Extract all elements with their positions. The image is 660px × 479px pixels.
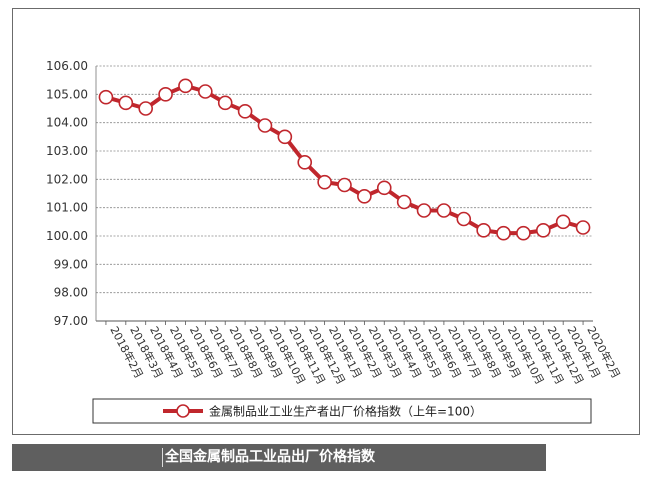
- data-point: [496, 225, 511, 241]
- data-point: [158, 87, 173, 102]
- y-tick-label: 105.00: [46, 87, 88, 101]
- data-point: [357, 189, 372, 204]
- series-line: [103, 83, 586, 236]
- data-point: [337, 177, 352, 193]
- data-point: [98, 89, 114, 105]
- y-tick-label: 101.00: [46, 201, 88, 215]
- chart-frame: 97.00 98.00 99.00 100.00 101.00 102.00 103.00 1…: [12, 8, 640, 435]
- data-point: [436, 203, 452, 218]
- y-tick-label: 102.00: [46, 172, 88, 186]
- y-tick-label: 98.00: [54, 286, 88, 300]
- data-point: [198, 84, 213, 99]
- legend-marker-sample: [176, 404, 190, 418]
- data-point: [217, 95, 233, 111]
- data-point: [138, 101, 153, 116]
- data-point: [555, 214, 571, 230]
- data-point: [396, 194, 412, 210]
- data-point: [416, 203, 432, 218]
- legend-entry: 金属制品业工业生产者出厂价格指数（上年=100）: [209, 404, 482, 419]
- caption-bar: 全国金属制品工业品出厂价格指数: [12, 444, 546, 471]
- y-tick-label: 106.00: [46, 59, 88, 73]
- data-point: [178, 78, 193, 94]
- y-tick-label: 103.00: [46, 144, 88, 158]
- data-point: [237, 104, 253, 119]
- data-point: [277, 129, 293, 145]
- data-point: [297, 155, 313, 170]
- line-chart: 97.00 98.00 99.00 100.00 101.00 102.00 103.00 1…: [46, 59, 624, 424]
- data-point: [575, 220, 591, 235]
- data-point: [516, 225, 531, 241]
- y-tick-label: 104.00: [46, 116, 88, 130]
- y-tick-label: 97.00: [54, 314, 88, 328]
- data-point: [257, 118, 273, 133]
- data-point: [317, 174, 332, 190]
- data-point: [376, 180, 392, 196]
- data-point: [476, 223, 491, 238]
- data-point: [535, 223, 551, 238]
- y-tick-label: 100.00: [46, 229, 88, 243]
- caption-title: 全国金属制品工业品出厂价格指数: [162, 448, 375, 467]
- data-point: [456, 211, 472, 227]
- y-tick-label: 99.00: [54, 257, 88, 271]
- data-point: [118, 95, 134, 111]
